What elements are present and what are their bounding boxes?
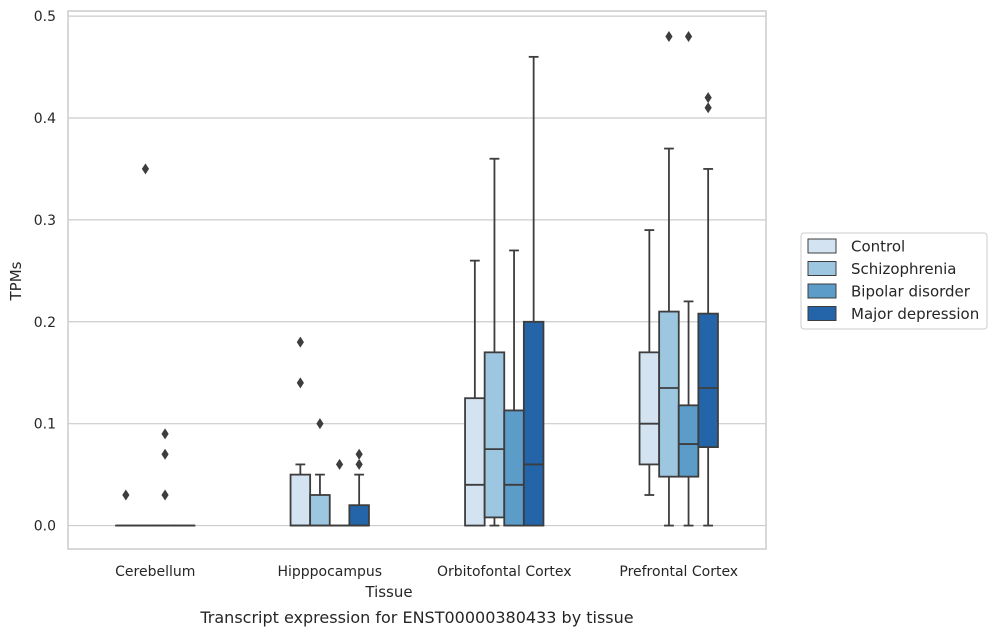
outlier-point (296, 377, 304, 389)
box-group (697, 92, 719, 527)
y-axis-title: TPMs (7, 261, 25, 301)
box-group (289, 336, 312, 527)
y-tick-label: 0.3 (34, 213, 56, 229)
outlier-point (704, 92, 712, 104)
legend-label: Major depression (851, 305, 979, 323)
box-group (638, 229, 661, 496)
y-tick-label: 0.0 (34, 519, 56, 535)
box-group (483, 157, 506, 527)
chart-caption: Transcript expression for ENST0000038043… (199, 608, 633, 627)
box-group (154, 428, 176, 527)
box-group (134, 163, 157, 527)
outlier-point (355, 448, 363, 460)
y-tick-label: 0.4 (34, 111, 56, 127)
outlier-point (704, 102, 712, 114)
x-axis-title: Tissue (364, 583, 412, 601)
x-tick-labels: Cerebellum Hipppocampus Orbitofontal Corte… (115, 564, 738, 580)
legend: Control Schizophrenia Bipolar disorder Majo… (800, 232, 988, 330)
box-group (328, 458, 351, 527)
box-body (309, 494, 331, 527)
outlier-point (355, 458, 363, 470)
box-body (677, 404, 700, 478)
legend-swatch (807, 261, 837, 276)
y-tick-label: 0.1 (34, 417, 56, 433)
legend-swatch (807, 306, 837, 321)
box-group (658, 30, 680, 527)
box-group (464, 259, 486, 527)
x-tick-label: Prefrontal Cortex (619, 564, 738, 580)
x-tick-label: Cerebellum (115, 564, 195, 580)
legend-label: Schizophrenia (851, 260, 956, 278)
x-tick-label: Orbitofontal Cortex (437, 564, 572, 580)
outlier-point (161, 448, 169, 460)
box-body (464, 397, 486, 527)
outlier-point (161, 489, 169, 501)
box-group (309, 418, 331, 527)
outlier-point (684, 30, 693, 42)
box-body (503, 409, 525, 527)
box-body (522, 320, 545, 527)
box-group (115, 489, 137, 527)
box-body (658, 310, 680, 478)
outlier-point (316, 418, 324, 430)
box-body (697, 312, 719, 449)
box-body (638, 351, 661, 466)
y-tick-labels: 0.0 0.1 0.2 0.3 0.4 0.5 (34, 9, 56, 534)
legend-label: Control (851, 238, 905, 256)
outlier-point (335, 458, 344, 470)
legend-frame (800, 232, 988, 330)
outlier-point (141, 163, 150, 175)
plot-frame (67, 10, 767, 550)
box-body (289, 473, 312, 527)
boxes (115, 30, 719, 527)
x-tick-label: Hipppocampus (277, 564, 382, 580)
legend-swatch (807, 283, 837, 299)
box-group (348, 448, 370, 527)
y-tick-label: 0.5 (34, 9, 56, 25)
box-group (522, 55, 545, 527)
box-group (503, 249, 525, 527)
box-body (483, 351, 506, 519)
box-body (348, 504, 370, 527)
box-group (677, 30, 700, 527)
grid (68, 15, 766, 527)
outlier-point (161, 428, 169, 440)
outlier-point (122, 489, 130, 501)
y-tick-label: 0.2 (34, 315, 56, 331)
outlier-point (296, 336, 304, 348)
legend-label: Bipolar disorder (851, 283, 971, 301)
legend-swatch (807, 238, 837, 254)
outlier-point (665, 30, 673, 42)
